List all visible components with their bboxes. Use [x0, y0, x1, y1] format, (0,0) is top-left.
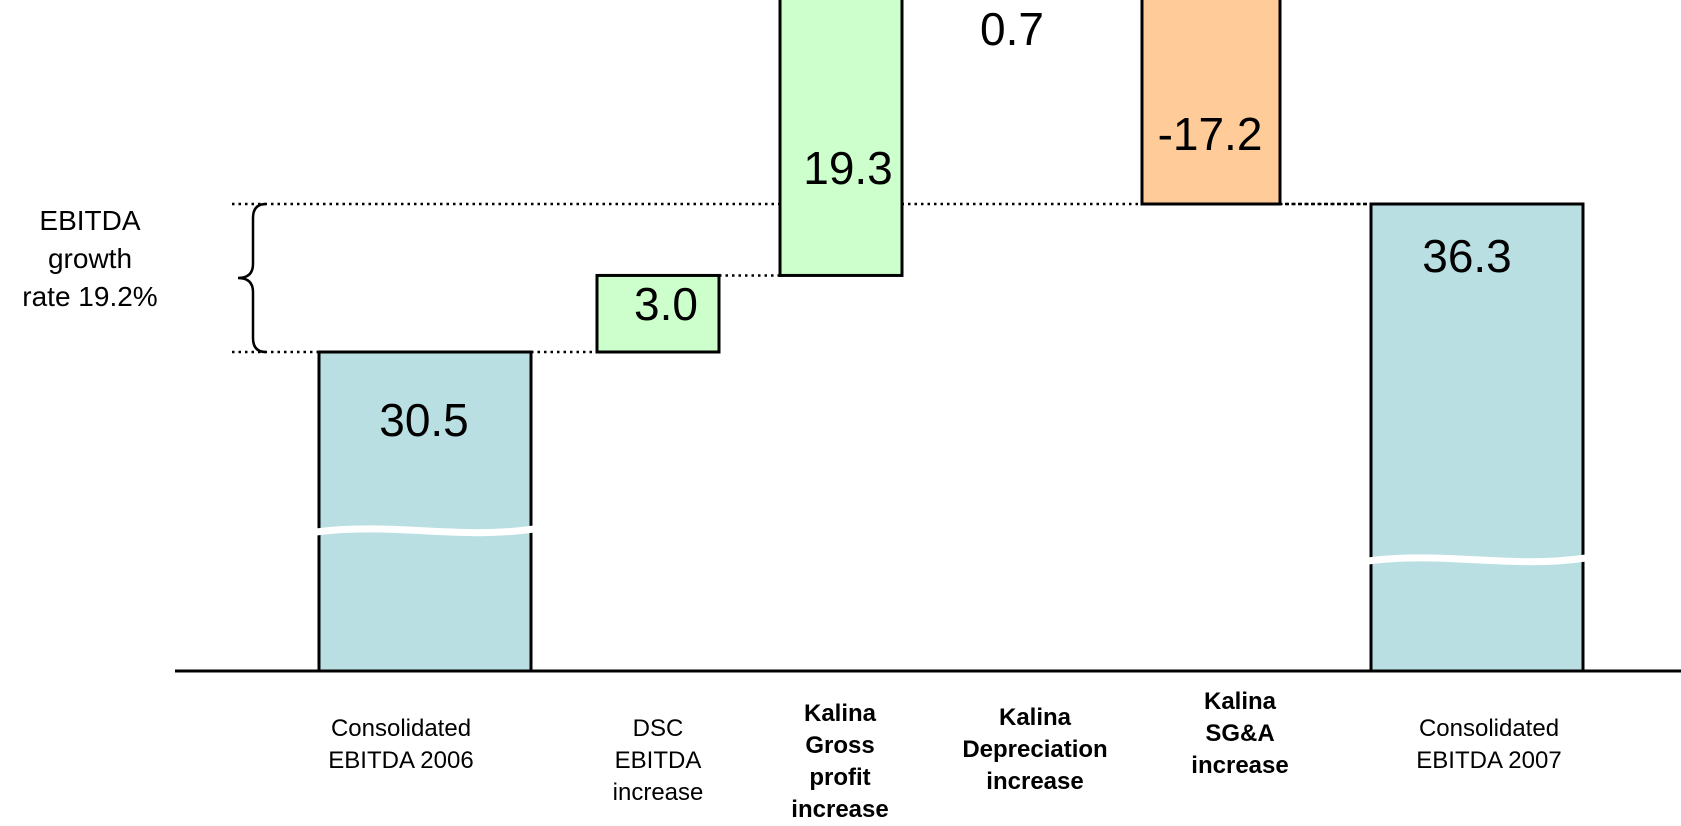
category-label-6: Consolidated EBITDA 2007	[1416, 715, 1562, 774]
bar-5	[1140, 0, 1282, 206]
value-label-2: 3.0	[634, 278, 698, 330]
bar-1	[317, 350, 533, 673]
value-label-1: 30.5	[379, 394, 469, 446]
value-label-6: 36.3	[1422, 230, 1512, 282]
value-label-4: 0.7	[980, 3, 1044, 55]
category-label-4: Kalina Depreciation increase	[962, 704, 1108, 795]
axis-break-mark	[1367, 554, 1587, 566]
bar-3	[778, 0, 904, 277]
bar-2	[595, 273, 721, 354]
growth-brace	[237, 202, 267, 354]
category-label-5: Kalina SG&A increase	[1191, 688, 1289, 779]
category-label-2: DSC EBITDA increase	[612, 715, 704, 806]
category-label-3: Kalina Gross profit increase	[791, 700, 889, 823]
growth-annotation: EBITDA growth rate 19.2%	[22, 205, 158, 312]
value-label-5: -17.2	[1158, 108, 1263, 160]
axis-break-mark	[315, 525, 535, 537]
value-label-3: 19.3	[803, 142, 893, 194]
category-label-1: Consolidated EBITDA 2006	[328, 715, 474, 774]
bar-6	[1369, 202, 1585, 673]
